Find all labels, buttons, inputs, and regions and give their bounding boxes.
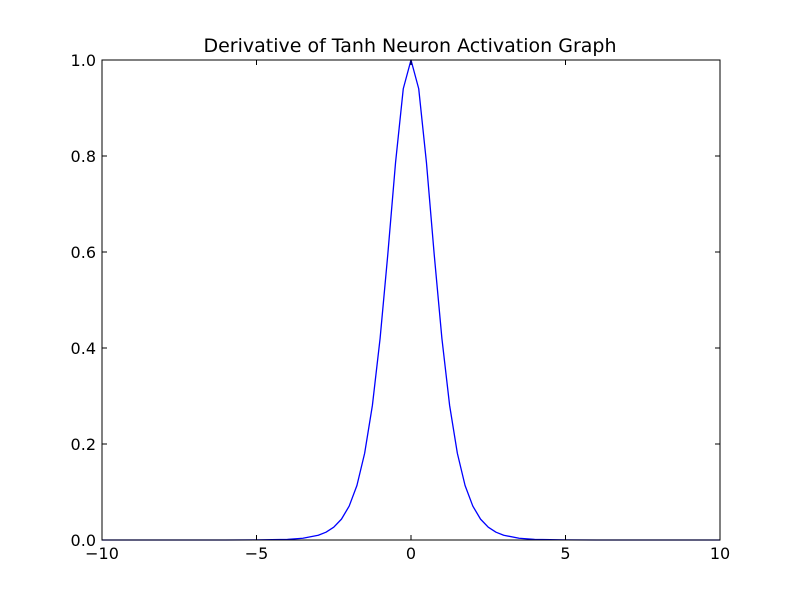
- y-tick-label: 0.0: [71, 531, 96, 550]
- y-tick-label: 0.8: [71, 147, 96, 166]
- x-tick-label: 5: [560, 544, 570, 563]
- y-tick-label: 1.0: [71, 51, 96, 70]
- x-tick-label: 0: [406, 544, 416, 563]
- y-tick-label: 0.4: [71, 339, 96, 358]
- plot-area: [102, 60, 720, 540]
- y-tick-label: 0.2: [71, 435, 96, 454]
- y-tick-label: 0.6: [71, 243, 96, 262]
- x-tick-label: 10: [710, 544, 730, 563]
- ticks-layer: −10 −5 0 5 10 0.0 0.2 0.4 0.6 0.8 1.0: [71, 51, 731, 563]
- chart-title: Derivative of Tanh Neuron Activation Gra…: [203, 35, 616, 57]
- plot-frame: [101, 59, 721, 541]
- x-tick-label: −5: [245, 544, 269, 563]
- x-tick-label: −10: [85, 544, 119, 563]
